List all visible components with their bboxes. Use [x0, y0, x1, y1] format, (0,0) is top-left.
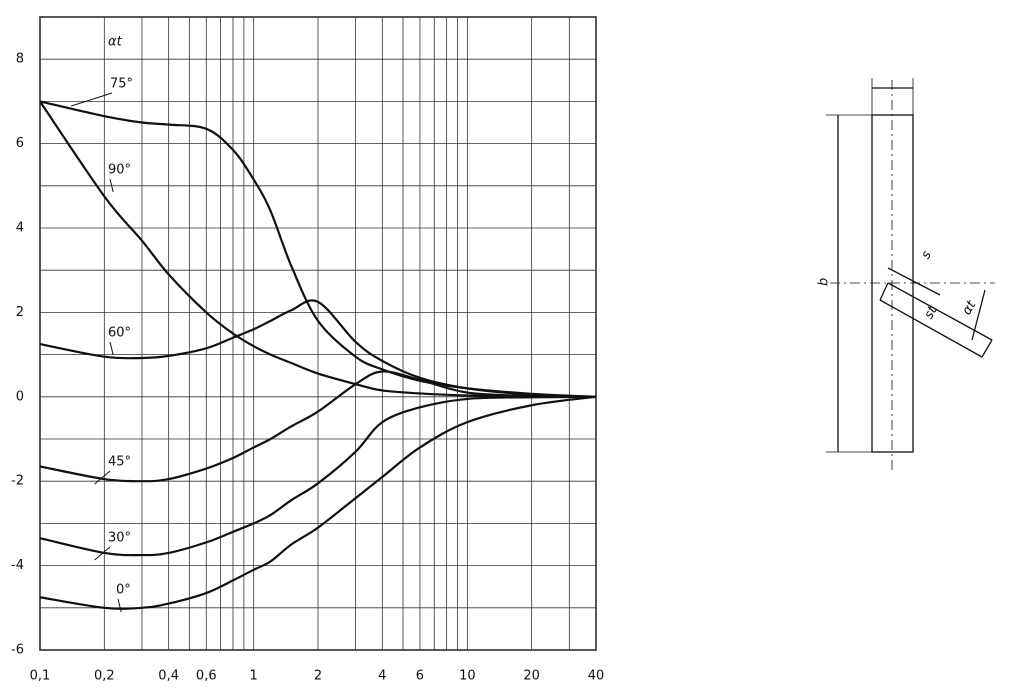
x-tick-label: 4 [378, 669, 386, 684]
y-tick-label: -6 [11, 643, 24, 658]
curve-label: 90° [108, 163, 131, 178]
section-line [981, 339, 993, 358]
leader-line [109, 341, 114, 356]
cross-section-diagram [826, 78, 995, 470]
y-tick-label: 2 [16, 305, 24, 320]
curve [39, 299, 597, 398]
x-tick-label: 10 [459, 669, 476, 684]
y-tick-label: 6 [16, 136, 24, 151]
diagram-label: αt [960, 298, 980, 318]
curve-label: 60° [108, 326, 131, 341]
x-tick-label: 6 [416, 669, 424, 684]
angle-line [971, 289, 986, 341]
leader-line [109, 178, 114, 193]
section-line [879, 299, 983, 358]
leader-line [94, 470, 111, 485]
section-line [879, 282, 889, 301]
x-tick-label: 1 [250, 669, 258, 684]
curve [39, 395, 597, 557]
diagram-label: s [919, 248, 935, 262]
dim-line [887, 267, 941, 296]
diagram-label: b [817, 278, 832, 286]
leader-line [94, 546, 111, 561]
x-tick-label: 0,1 [30, 669, 51, 684]
curve-label: 0° [116, 583, 131, 598]
y-tick-label: -4 [11, 558, 24, 573]
curve [39, 395, 597, 610]
curve [39, 100, 597, 398]
x-tick-label: 2 [314, 669, 322, 684]
y-tick-label: 0 [16, 389, 24, 404]
leader-line [117, 598, 122, 613]
x-tick-label: 0,2 [94, 669, 115, 684]
curve [39, 370, 597, 483]
x-tick-label: 40 [588, 669, 605, 684]
plate [871, 114, 914, 453]
x-tick-label: 0,6 [196, 669, 217, 684]
x-tick-label: 0,4 [158, 669, 179, 684]
curve-label: 30° [108, 531, 131, 546]
y-tick-label: 4 [16, 221, 24, 236]
y-tick-label: 8 [16, 52, 24, 67]
curve-label: 45° [108, 455, 131, 470]
x-tick-label: 20 [523, 669, 540, 684]
leader-line [71, 92, 113, 107]
y-tick-label: -2 [11, 474, 24, 489]
curve-label: 75° [110, 77, 133, 92]
y-axis-label: αt [108, 35, 123, 50]
